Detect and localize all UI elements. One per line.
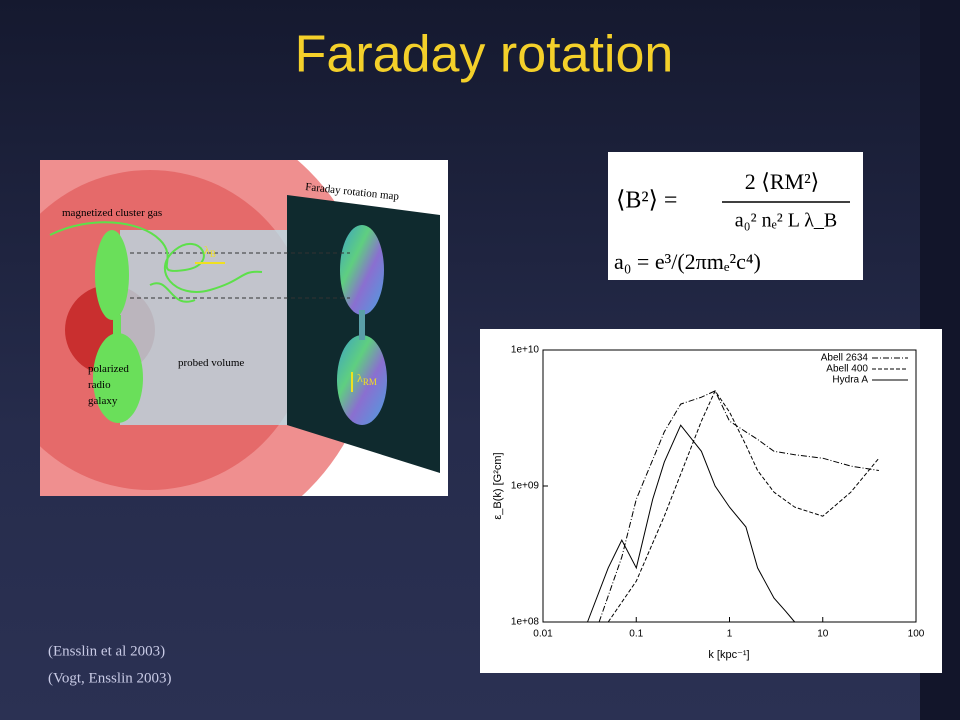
series-line <box>607 389 880 623</box>
legend-label: Hydra A <box>832 375 868 386</box>
field-line <box>149 282 196 303</box>
equation: ⟨B²⟩ = 2 ⟨RM²⟩ a₀² nₑ² L λ_B a₀ = e³/(2π… <box>608 152 863 280</box>
symbol: λ <box>204 243 210 257</box>
citation: (Ensslin et al 2003) <box>48 643 165 659</box>
map-jet <box>359 310 365 340</box>
lambda-rm: λRM <box>357 371 377 387</box>
x-tick-label: 0.1 <box>629 629 643 640</box>
equation-second: a₀ = e³/(2πmₑ²c⁴) <box>614 249 761 274</box>
galaxy-lobe <box>95 230 129 320</box>
volume-label: probed volume <box>178 357 244 369</box>
x-tick-label: 1 <box>727 629 733 640</box>
gas-label: magnetized cluster gas <box>62 207 162 219</box>
galaxy-label: polarized <box>88 363 129 375</box>
x-tick-label: 100 <box>908 629 925 640</box>
x-axis-label: k [kpc⁻¹] <box>708 649 749 661</box>
y-tick-label: 1e+10 <box>511 345 540 356</box>
probe-band <box>120 230 300 425</box>
galaxy-jet <box>113 315 121 340</box>
y-tick-label: 1e+08 <box>511 617 540 628</box>
galaxy-label: galaxy <box>88 395 118 407</box>
plot-bg <box>480 329 942 673</box>
equation-bg <box>608 152 863 280</box>
slide-title: Faraday rotation <box>295 26 674 84</box>
map-lobe <box>340 225 384 315</box>
equation-lhs: ⟨B²⟩ = <box>616 188 677 214</box>
y-axis-label: ε_B(k) [G²cm] <box>492 452 504 519</box>
legend-label: Abell 2634 <box>821 353 869 364</box>
subscript: B <box>210 249 216 259</box>
diagram: magnetized cluster gas Faraday rotation … <box>40 160 448 496</box>
citation: (Vogt, Ensslin 2003) <box>48 670 171 686</box>
series-line <box>598 390 879 623</box>
x-tick-label: 10 <box>817 629 829 640</box>
equation-denominator: a₀² nₑ² L λ_B <box>735 210 837 232</box>
lambda-b: λB <box>204 243 216 259</box>
series-line <box>587 424 796 623</box>
legend-label: Abell 400 <box>826 364 868 375</box>
galaxy-lobe <box>93 333 143 423</box>
galaxy-label: radio <box>88 379 111 391</box>
field-line <box>49 221 263 293</box>
map-lobe <box>337 335 387 425</box>
y-tick-label: 1e+09 <box>511 481 540 492</box>
x-tick-label: 0.01 <box>533 629 553 640</box>
symbol: λ <box>357 371 363 385</box>
subscript: RM <box>363 377 377 387</box>
equation-numerator: 2 ⟨RM²⟩ <box>745 169 820 194</box>
